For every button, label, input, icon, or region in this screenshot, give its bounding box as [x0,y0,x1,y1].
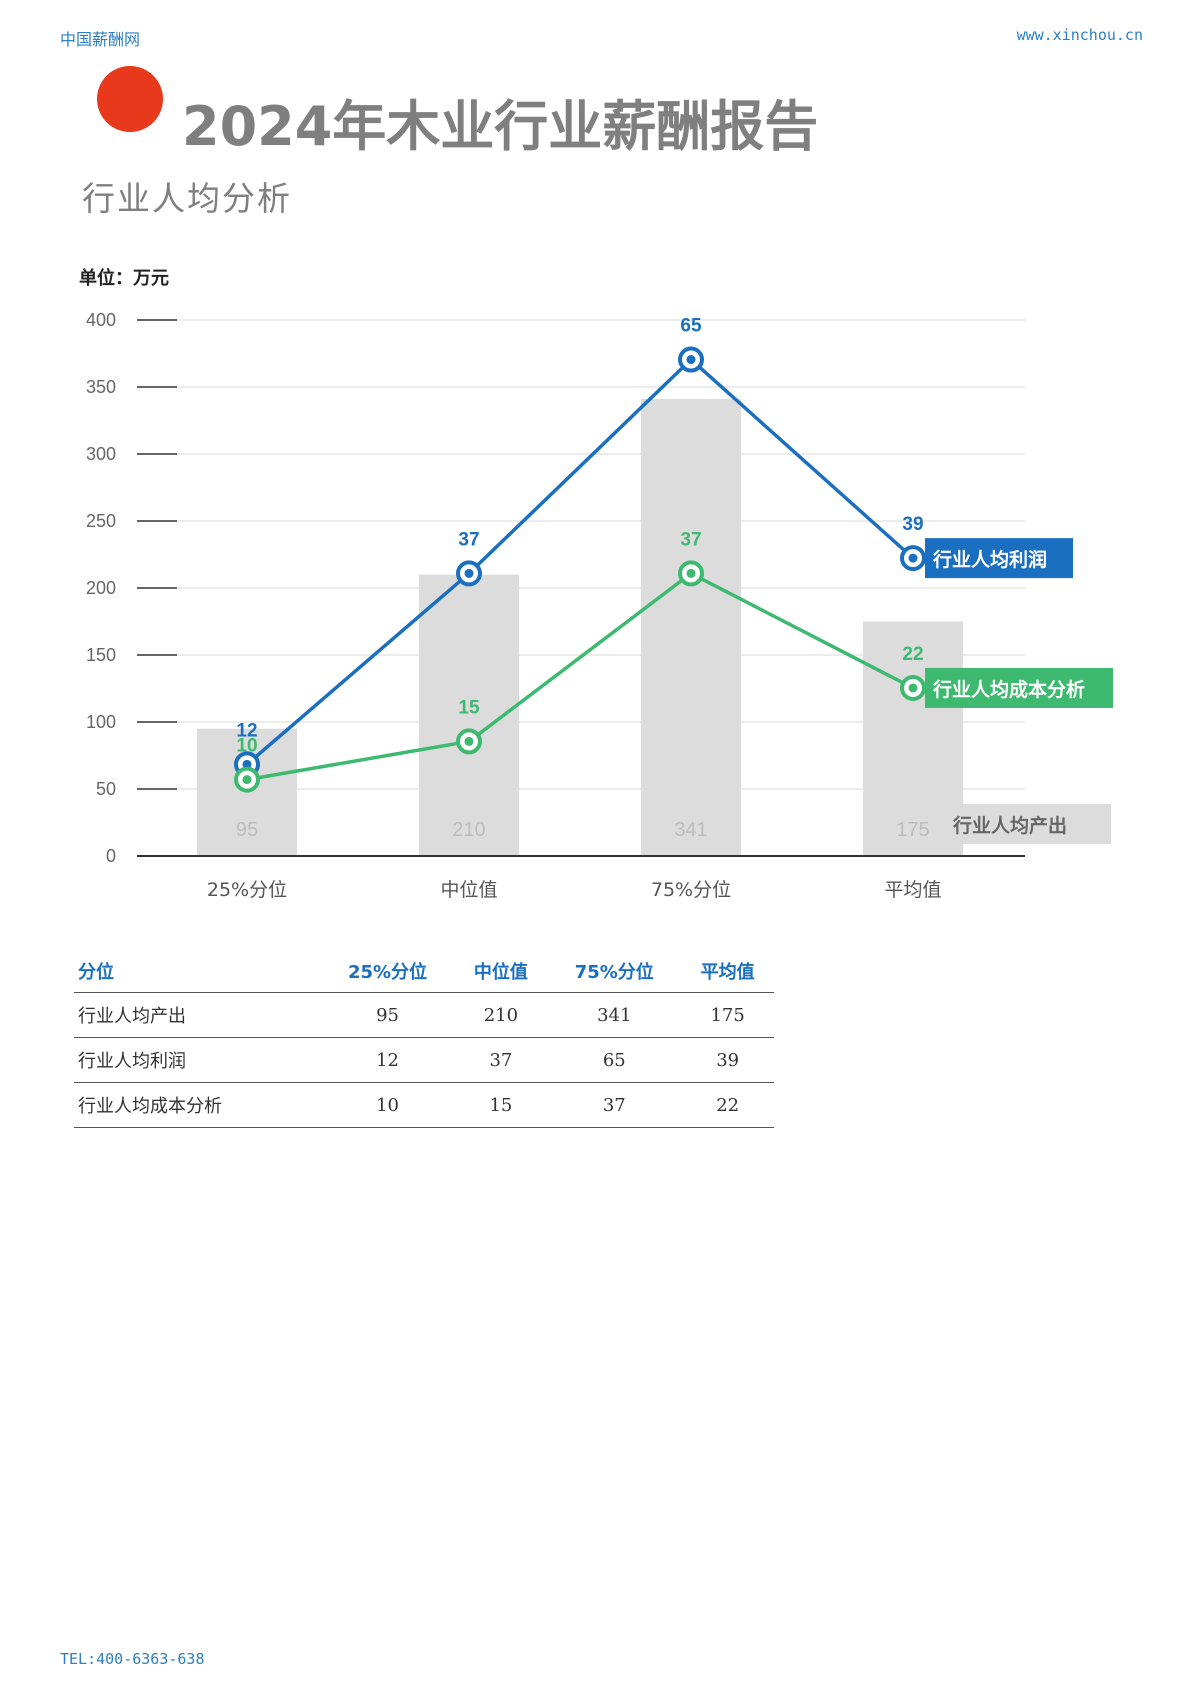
bar [641,399,741,856]
table-cell: 37 [454,1037,548,1083]
table-cell: 行业人均利润 [74,1037,321,1083]
section-subtitle: 行业人均分析 [82,179,292,218]
data-label: 65 [680,316,702,337]
x-tick-label: 平均值 [884,879,941,901]
table-header-cell: 25%分位 [320,950,455,993]
y-tick-label: 350 [86,377,116,397]
data-label: 37 [458,529,479,550]
series-legend-label: 行业人均利润 [932,548,1047,571]
site-url[interactable]: www.xinchou.cn [1016,26,1143,44]
table-header-row: 分位 25%分位 中位值 75%分位 平均值 [74,950,774,993]
series-marker-center [908,683,918,693]
data-label: 22 [902,644,923,665]
series-marker-center [242,759,252,769]
data-label: 15 [458,697,480,718]
y-tick-label: 0 [106,846,116,866]
chart-svg: 0 50 100 150 200 250 300 350 400 95 210 341 175 行业人均产… [86,310,1113,901]
series-line [245,357,915,766]
data-label: 12 [236,720,257,741]
y-tick-label: 200 [86,578,116,598]
y-tick-label: 400 [86,310,116,330]
series-marker-center [686,568,696,578]
data-label: 39 [902,514,923,535]
series-line [246,571,914,782]
data-table: 分位 25%分位 中位值 75%分位 平均值 行业人均产出 95 210 341… [74,950,774,1128]
series-legend-label: 行业人均成本分析 [932,678,1085,701]
bar-value-label: 341 [674,819,707,841]
series-marker-center [464,568,474,578]
x-tick-label: 25%分位 [207,879,287,901]
y-tick-label: 300 [86,444,116,464]
footer-tel: TEL:400-6363-638 [60,1650,205,1668]
x-tick-label: 中位值 [440,879,497,901]
table-row: 行业人均产出 95 210 341 175 [74,992,774,1038]
table-cell: 10 [320,1082,455,1128]
table-header-cell: 平均值 [681,950,774,993]
series-legend-box [925,538,1073,579]
table-row: 行业人均成本分析 10 15 37 22 [74,1082,774,1128]
site-name: 中国薪酬网 [60,30,141,49]
table-cell: 15 [454,1082,548,1128]
y-tick-label: 150 [86,645,116,665]
table-cell: 37 [547,1082,682,1128]
table-header-cell: 分位 [74,950,321,993]
chart-unit-label: 单位：万元 [79,268,169,289]
table-cell: 95 [320,992,455,1038]
bar [863,621,963,856]
table-cell: 12 [320,1037,455,1083]
table-cell: 210 [454,992,548,1038]
series-marker-center [908,553,918,563]
title-dot-icon [97,66,163,132]
y-tick-label: 100 [86,712,116,732]
table-cell: 341 [547,992,682,1038]
series-legend-box [925,667,1113,708]
bar-value-label: 95 [236,819,258,841]
series-marker-center [242,775,252,785]
x-tick-label: 75%分位 [651,879,731,901]
table-cell: 行业人均产出 [74,992,321,1038]
table-cell: 65 [547,1037,682,1083]
page-title: 2024年木业行业薪酬报告 [182,95,819,158]
table-cell: 行业人均成本分析 [74,1082,321,1128]
data-label: 37 [680,529,701,550]
series-marker-center [686,355,696,365]
bar-value-label: 210 [452,819,485,841]
bar-value-label: 175 [896,819,929,841]
y-tick-label: 250 [86,511,116,531]
bar-legend-box [963,804,1111,844]
table-row: 行业人均利润 12 37 65 39 [74,1037,774,1083]
table-cell: 39 [681,1037,774,1083]
table-cell: 22 [681,1082,774,1128]
table-header-cell: 中位值 [454,950,548,993]
table-cell: 175 [681,992,774,1038]
y-tick-label: 50 [96,779,116,799]
bar-legend-label: 行业人均产出 [952,814,1067,837]
table-header-cell: 75%分位 [547,950,682,993]
data-label: 10 [236,736,257,757]
series-marker-center [464,736,474,746]
